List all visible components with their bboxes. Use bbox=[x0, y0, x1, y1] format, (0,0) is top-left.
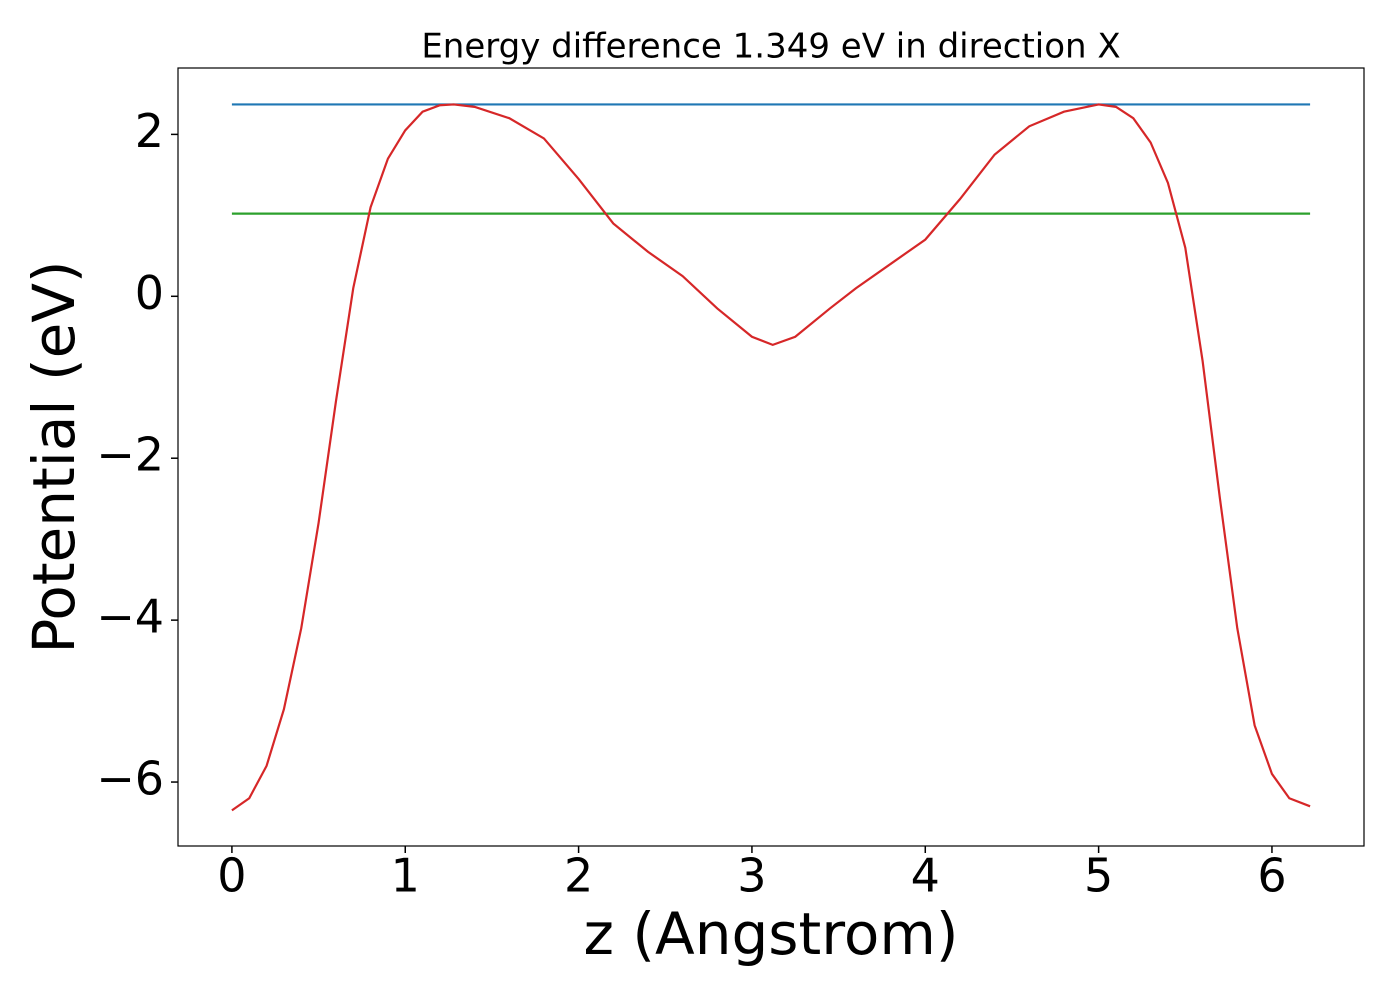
y-axis-label: Potential (eV) bbox=[20, 260, 88, 653]
y-tick-label: −6 bbox=[96, 752, 164, 806]
x-tick-label: 3 bbox=[737, 849, 766, 903]
x-tick-label: 4 bbox=[911, 849, 940, 903]
x-tick-label: 0 bbox=[217, 849, 246, 903]
y-tick-label: −4 bbox=[96, 590, 164, 644]
data-line bbox=[231, 103, 1311, 812]
y-tick-label: −2 bbox=[96, 428, 164, 482]
plot-frame bbox=[177, 67, 1365, 847]
x-axis-label: z (Angstrom) bbox=[584, 900, 959, 968]
x-tick-label: 2 bbox=[564, 849, 593, 903]
x-tick-label: 5 bbox=[1084, 849, 1113, 903]
y-tick-label: 0 bbox=[135, 266, 164, 320]
x-tick-label: 6 bbox=[1257, 849, 1286, 903]
chart-title: Energy difference 1.349 eV in direction … bbox=[421, 27, 1120, 67]
x-tick-label: 1 bbox=[391, 849, 420, 903]
y-tick-label: 2 bbox=[135, 104, 164, 158]
